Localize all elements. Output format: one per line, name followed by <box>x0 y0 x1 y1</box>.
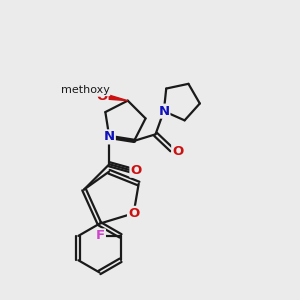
Text: N: N <box>104 130 115 143</box>
Text: F: F <box>96 230 105 242</box>
Polygon shape <box>103 94 128 101</box>
Text: methoxy: methoxy <box>58 86 104 96</box>
Text: methoxy: methoxy <box>82 89 89 90</box>
Text: N: N <box>158 105 169 118</box>
Text: O: O <box>172 145 183 158</box>
Text: O: O <box>130 164 142 177</box>
Text: methoxy: methoxy <box>61 85 110 95</box>
Text: O: O <box>96 90 107 103</box>
Text: O: O <box>128 207 139 220</box>
